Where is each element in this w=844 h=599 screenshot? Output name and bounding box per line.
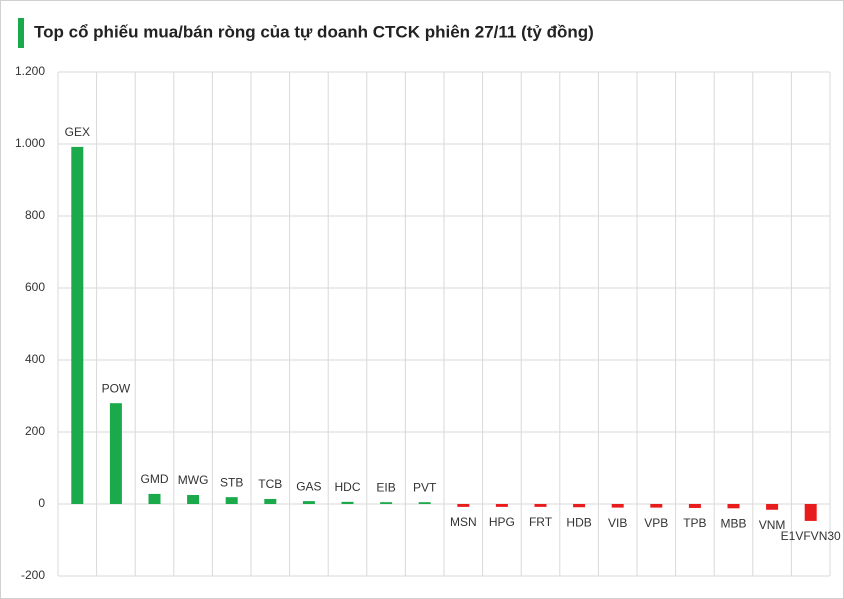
bar-label: EIB	[376, 480, 395, 494]
bar-label: VPB	[644, 516, 668, 530]
y-tick-label: 400	[25, 352, 45, 366]
bar-label: POW	[102, 381, 131, 395]
bar	[495, 504, 508, 507]
bar	[804, 504, 817, 521]
bar-label: GEX	[65, 125, 90, 139]
y-tick-label: -200	[21, 568, 45, 582]
bar-label: MSN	[450, 515, 477, 529]
bar-label: TPB	[683, 516, 706, 530]
chart-title: Top cổ phiếu mua/bán ròng của tự doanh C…	[34, 22, 594, 41]
bar-label: GAS	[296, 479, 321, 493]
y-tick-label: 800	[25, 208, 45, 222]
bar	[650, 504, 663, 508]
bar	[611, 504, 624, 508]
bar-label: GMD	[141, 472, 169, 486]
bar	[727, 504, 740, 509]
bar	[341, 501, 354, 504]
bar-label: STB	[220, 475, 243, 489]
title-accent	[18, 18, 24, 48]
bar-label: VIB	[608, 516, 627, 530]
bar	[71, 146, 84, 504]
y-tick-label: 1.000	[15, 136, 45, 150]
y-tick-label: 0	[38, 496, 45, 510]
bar	[457, 504, 470, 507]
y-tick-label: 200	[25, 424, 45, 438]
bar	[688, 504, 701, 508]
bar	[225, 497, 238, 504]
bar	[109, 403, 122, 504]
bar-label: E1VFVN30	[781, 529, 841, 543]
bar	[573, 504, 586, 508]
bar	[418, 502, 431, 504]
y-tick-label: 600	[25, 280, 45, 294]
bar-label: PVT	[413, 480, 437, 494]
bar-label: TCB	[258, 477, 282, 491]
bar-label: HDB	[566, 515, 591, 529]
y-tick-label: 1.200	[15, 64, 45, 78]
bar	[302, 501, 315, 504]
bar-label: HPG	[489, 515, 515, 529]
bar-label: MWG	[178, 473, 209, 487]
bar-label: HDC	[335, 480, 361, 494]
bar	[534, 504, 547, 507]
bar	[264, 498, 277, 504]
bar-label: MBB	[720, 516, 746, 530]
bar	[380, 502, 393, 504]
bar	[148, 493, 161, 504]
bar-label: FRT	[529, 515, 553, 529]
bar	[187, 495, 200, 504]
bar	[766, 504, 779, 510]
bar-label: VNM	[759, 518, 786, 532]
